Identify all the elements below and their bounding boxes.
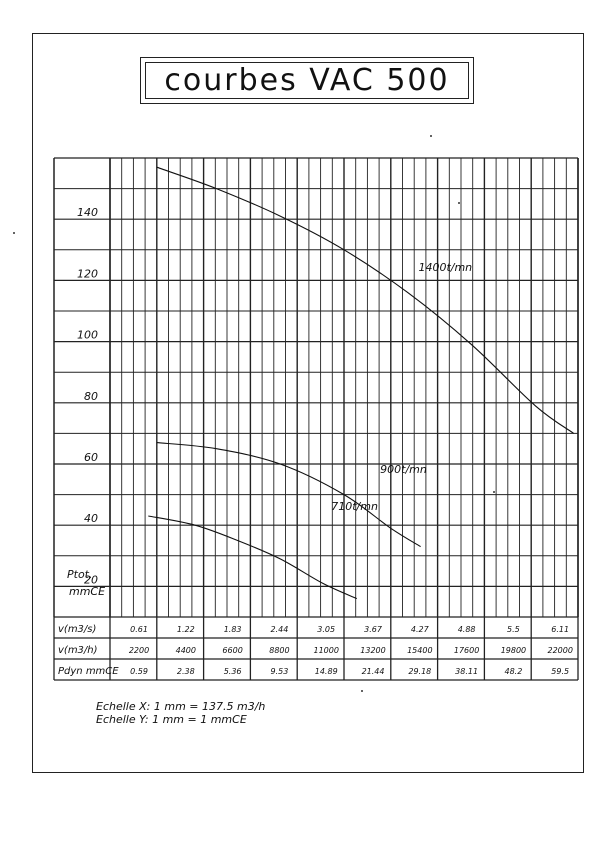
table-cell: 6.11 [551, 625, 569, 634]
table-cell: 0.61 [130, 625, 148, 634]
y-tick-label: 80 [84, 390, 98, 403]
table-cell: 38.11 [455, 667, 478, 676]
table-row-label: v(m3/h) [58, 645, 98, 656]
table-cell: 2200 [129, 646, 149, 655]
table-cell: 1.83 [224, 625, 242, 634]
curve-710tmn [148, 515, 358, 600]
scale-x-note: Echelle X: 1 mm = 137.5 m3/h [96, 700, 266, 713]
scale-y-note: Echelle Y: 1 mm = 1 mmCE [96, 713, 247, 726]
scan-speck [458, 202, 460, 204]
table-cell: 3.05 [317, 625, 335, 634]
chart-title: courbes VAC 500 [164, 63, 450, 98]
title-box: courbes VAC 500 [140, 57, 474, 104]
table-cell: 15400 [407, 646, 432, 655]
curve-label: 900t/mn [380, 463, 427, 476]
label-layer: Ptot. mmCE 20 40 60 80 100 120 140 1400t/mn 900t… [67, 206, 472, 598]
scan-speck [361, 690, 363, 692]
table-cell: 5.5 [507, 625, 520, 634]
y-tick-label: 60 [84, 451, 98, 464]
table-cell: 14.89 [315, 667, 338, 676]
table-cell: 5.36 [224, 667, 242, 676]
table-row-label: v(m3/s) [58, 624, 96, 635]
table-cell: 1.22 [177, 625, 195, 634]
ylabel-line-1: Ptot. [67, 568, 93, 581]
y-tick-label: 100 [77, 329, 98, 342]
table-cell: 4400 [176, 646, 196, 655]
table-cell: 21.44 [362, 667, 385, 676]
curve-label: 1400t/mn [418, 261, 472, 274]
scan-speck [493, 491, 495, 493]
table-cell: 2.44 [271, 625, 289, 634]
table-cell: 4.88 [458, 625, 476, 634]
table-cell: 0.59 [130, 667, 148, 676]
table-cell: 48.2 [505, 667, 523, 676]
table-cell: 59.5 [551, 667, 569, 676]
table-cell: 11000 [313, 646, 338, 655]
scan-speck [13, 232, 15, 234]
table-cell: 17600 [454, 646, 479, 655]
y-tick-label: 20 [84, 573, 98, 586]
y-tick-label: 120 [77, 267, 98, 280]
table-cell: 22000 [547, 646, 572, 655]
title-box-inner: courbes VAC 500 [145, 62, 469, 99]
table-cell: 13200 [360, 646, 385, 655]
page-frame [32, 33, 584, 773]
table-cell: 9.53 [271, 667, 289, 676]
data-table: v(m3/s) 0.61 1.22 1.83 2.44 3.05 3.67 4.27 4.88 5… [53, 616, 579, 681]
grid-layer [53, 157, 579, 618]
table-row-label: Pdyn mmCE [58, 666, 119, 677]
y-tick-label: 140 [77, 206, 98, 219]
table-cell: 19800 [501, 646, 526, 655]
curve-1400tmn [156, 166, 575, 434]
table-cell: 8800 [269, 646, 289, 655]
table-cell: 4.27 [411, 625, 430, 634]
ylabel-line-2: mmCE [69, 585, 105, 598]
scale-notes: Echelle X: 1 mm = 137.5 m3/h Echelle Y: … [96, 700, 265, 726]
curve-900tmn [156, 442, 421, 548]
curve-layer [148, 166, 575, 600]
scan-speck [430, 135, 432, 137]
table-cell: 3.67 [364, 625, 383, 634]
table-cell: 2.38 [177, 667, 195, 676]
table-cell: 29.18 [408, 667, 431, 676]
curve-label: 710t/mn [331, 500, 378, 513]
y-tick-label: 40 [84, 512, 98, 525]
table-cell: 6600 [222, 646, 242, 655]
